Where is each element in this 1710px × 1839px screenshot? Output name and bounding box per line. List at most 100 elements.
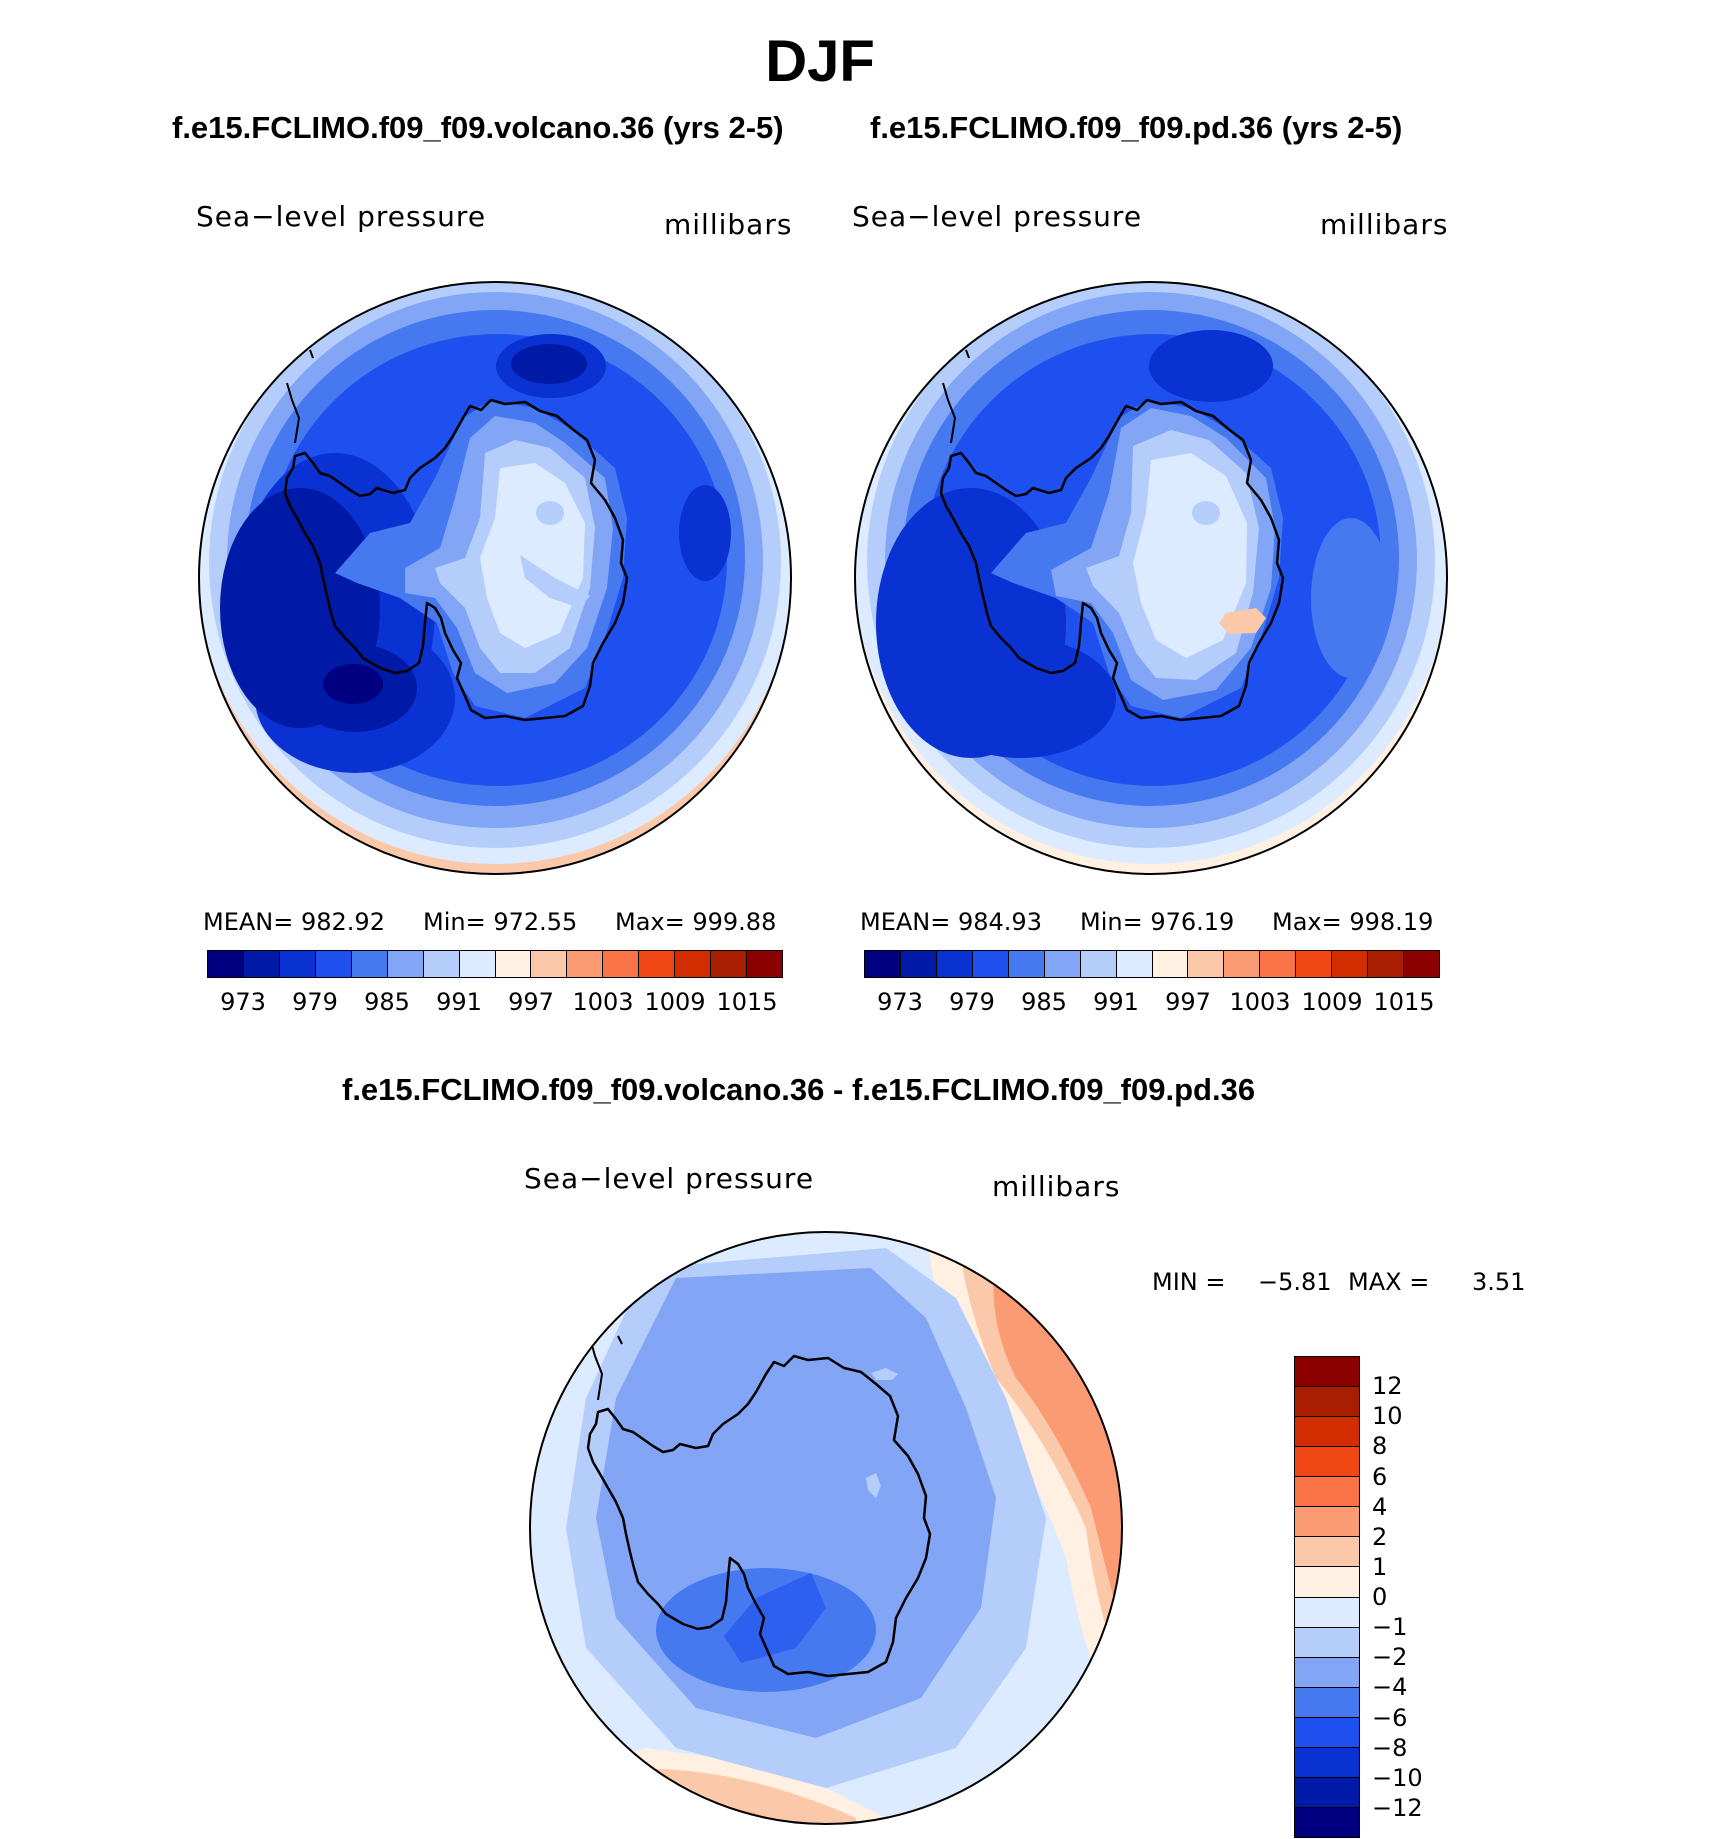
colorbar-swatch xyxy=(747,951,782,977)
colorbar-swatch xyxy=(1116,951,1153,977)
colorbar-tick-label: 973 xyxy=(220,988,266,1016)
colorbar-swatch xyxy=(423,951,460,977)
colorbar-swatch xyxy=(675,951,712,977)
colorbar-tick-label: −10 xyxy=(1372,1763,1423,1792)
colorbar-swatch xyxy=(531,951,568,977)
panel-2-max: Max= 998.19 xyxy=(1272,908,1434,936)
panel-1-units-label: millibars xyxy=(664,208,793,241)
colorbar-tick-label: −1 xyxy=(1372,1613,1408,1642)
colorbar-swatch xyxy=(315,951,352,977)
colorbar-tick-label: 1003 xyxy=(572,988,634,1016)
colorbar-swatch xyxy=(1295,1477,1359,1508)
colorbar-swatch xyxy=(1295,1717,1359,1748)
colorbar-tick-label: 1003 xyxy=(1229,988,1291,1016)
colorbar-swatch xyxy=(1295,1657,1359,1688)
colorbar-tick-label: 985 xyxy=(1021,988,1067,1016)
colorbar-swatch xyxy=(1295,1507,1359,1538)
colorbar-swatch xyxy=(1295,1687,1359,1718)
colorbar-tick-label: 2 xyxy=(1372,1522,1388,1551)
diff-coastline xyxy=(586,1354,932,1678)
colorbar-swatch xyxy=(279,951,316,977)
colorbar-tick-label: 991 xyxy=(436,988,482,1016)
panel-1-min: Min= 972.55 xyxy=(423,908,578,936)
difference-units-label: millibars xyxy=(992,1170,1121,1203)
colorbar-swatch xyxy=(1368,951,1405,977)
colorbar-swatch xyxy=(243,951,280,977)
colorbar-tick-label: 991 xyxy=(1093,988,1139,1016)
panel-2-mean: MEAN= 984.93 xyxy=(860,908,1042,936)
colorbar-tick-label: −2 xyxy=(1372,1643,1408,1672)
difference-title: f.e15.FCLIMO.f09_f09.volcano.36 - f.e15.… xyxy=(342,1072,1256,1107)
panel-1-mean: MEAN= 982.92 xyxy=(203,908,385,936)
difference-map xyxy=(529,1231,1123,1825)
colorbar-tick-label: 979 xyxy=(292,988,338,1016)
colorbar-swatch xyxy=(1152,951,1189,977)
panel-1-map xyxy=(198,281,792,875)
colorbar-tick-label: 6 xyxy=(1372,1462,1388,1491)
colorbar-tick-label: 4 xyxy=(1372,1492,1388,1521)
colorbar-swatch xyxy=(1295,1777,1359,1808)
season-title: DJF xyxy=(765,29,875,94)
map2-coastline xyxy=(939,398,1285,722)
colorbar-swatch xyxy=(1295,1597,1359,1628)
colorbar-tick-label: 1015 xyxy=(1373,988,1435,1016)
colorbar-tick-label: −4 xyxy=(1372,1673,1408,1702)
panel-1-max: Max= 999.88 xyxy=(615,908,777,936)
colorbar-swatch xyxy=(1008,951,1045,977)
colorbar-tick-label: −8 xyxy=(1372,1733,1408,1762)
colorbar-swatch xyxy=(1260,951,1297,977)
colorbar-swatch xyxy=(1404,951,1439,977)
colorbar-tick-label: 8 xyxy=(1372,1432,1388,1461)
panel-2-map xyxy=(854,281,1448,875)
colorbar-swatch xyxy=(936,951,973,977)
colorbar-swatch xyxy=(900,951,937,977)
colorbar-swatch xyxy=(208,951,244,977)
colorbar-tick-label: 12 xyxy=(1372,1372,1403,1401)
colorbar-swatch xyxy=(1295,1567,1359,1598)
colorbar-tick-label: −6 xyxy=(1372,1703,1408,1732)
colorbar-tick-label: 0 xyxy=(1372,1583,1388,1611)
colorbar-swatch xyxy=(1295,1747,1359,1778)
colorbar-swatch xyxy=(639,951,676,977)
colorbar-swatch xyxy=(495,951,532,977)
colorbar-swatch xyxy=(1295,1387,1359,1418)
colorbar-tick-label: 997 xyxy=(1165,988,1211,1016)
colorbar-tick-label: 1009 xyxy=(1301,988,1363,1016)
difference-min-value: −5.81 xyxy=(1258,1268,1332,1296)
colorbar-swatch xyxy=(567,951,604,977)
difference-colorbar xyxy=(1294,1356,1360,1838)
colorbar-swatch xyxy=(1224,951,1261,977)
difference-min-label: MIN = xyxy=(1152,1268,1226,1296)
difference-variable-label: Sea−level pressure xyxy=(524,1162,815,1195)
colorbar-swatch xyxy=(1332,951,1369,977)
colorbar-tick-label: 997 xyxy=(508,988,554,1016)
colorbar-tick-label: 985 xyxy=(364,988,410,1016)
panel-2-variable-label: Sea−level pressure xyxy=(852,200,1143,233)
colorbar-swatch xyxy=(1295,1807,1359,1837)
colorbar-swatch xyxy=(1188,951,1225,977)
panel-1-case-title: f.e15.FCLIMO.f09_f09.volcano.36 (yrs 2-5… xyxy=(172,110,784,145)
colorbar-swatch xyxy=(1044,951,1081,977)
colorbar-swatch xyxy=(972,951,1009,977)
difference-max-value: 3.51 xyxy=(1472,1268,1526,1296)
colorbar-tick-label: 979 xyxy=(949,988,995,1016)
colorbar-swatch xyxy=(351,951,388,977)
panel-2-min: Min= 976.19 xyxy=(1080,908,1235,936)
colorbar-swatch xyxy=(1295,1627,1359,1658)
colorbar-tick-label: 1009 xyxy=(644,988,706,1016)
colorbar-swatch xyxy=(1080,951,1117,977)
colorbar-swatch xyxy=(603,951,640,977)
colorbar-swatch xyxy=(711,951,748,977)
colorbar-tick-label: 1015 xyxy=(716,988,778,1016)
colorbar-swatch xyxy=(865,951,901,977)
panel-2-units-label: millibars xyxy=(1320,208,1449,241)
panel-1-colorbar xyxy=(207,950,783,978)
colorbar-swatch xyxy=(459,951,496,977)
difference-max-label: MAX = xyxy=(1348,1268,1430,1296)
colorbar-swatch xyxy=(1295,1357,1359,1388)
map1-coastline xyxy=(283,398,629,722)
colorbar-swatch xyxy=(1296,951,1333,977)
colorbar-tick-label: 973 xyxy=(877,988,923,1016)
colorbar-swatch xyxy=(1295,1447,1359,1478)
colorbar-swatch xyxy=(1295,1417,1359,1448)
